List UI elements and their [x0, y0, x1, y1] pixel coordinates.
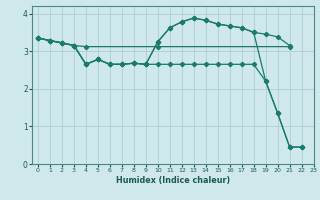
X-axis label: Humidex (Indice chaleur): Humidex (Indice chaleur)	[116, 176, 230, 185]
